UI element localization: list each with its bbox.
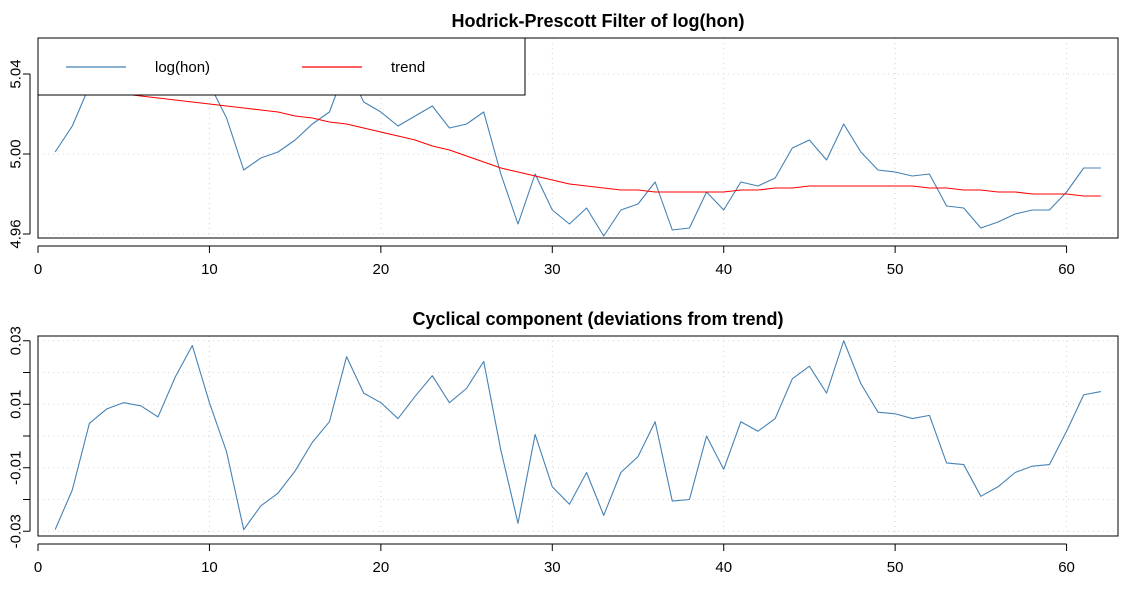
x-tick-label: 40 (715, 559, 732, 576)
x-tick-label: 30 (544, 261, 561, 278)
y-tick-label: 5.04 (8, 59, 25, 88)
x-tick-label: 50 (887, 559, 904, 576)
x-tick-label: 10 (201, 559, 218, 576)
chart-title: Hodrick-Prescott Filter of log(hon) (451, 11, 744, 31)
y-tick-label: 5.00 (8, 139, 25, 168)
x-tick-label: 40 (715, 261, 732, 278)
legend-label: trend (391, 59, 425, 76)
x-tick-label: 20 (373, 261, 390, 278)
chart-title: Cyclical component (deviations from tren… (412, 309, 783, 329)
x-tick-label: 60 (1058, 261, 1075, 278)
series-line-log-hon- (54, 43, 1101, 237)
y-tick-label: 0.01 (8, 390, 25, 419)
x-tick-label: 10 (201, 261, 218, 278)
y-tick-label: -0.03 (8, 514, 25, 548)
y-tick-label: 0.03 (8, 326, 25, 355)
x-tick-label: 20 (373, 559, 390, 576)
y-tick-label: 4.96 (8, 219, 25, 248)
series-line-cycle (54, 340, 1101, 531)
plot-frame (37, 37, 1119, 239)
series-line-trend (55, 91, 1101, 197)
x-tick-label: 0 (34, 261, 42, 278)
x-tick-label: 30 (544, 559, 561, 576)
plot-frame (37, 335, 1119, 537)
x-tick-label: 50 (887, 261, 904, 278)
x-tick-label: 0 (34, 559, 42, 576)
x-tick-label: 60 (1058, 559, 1075, 576)
y-tick-label: -0.01 (8, 451, 25, 485)
legend-label: log(hon) (155, 59, 210, 76)
